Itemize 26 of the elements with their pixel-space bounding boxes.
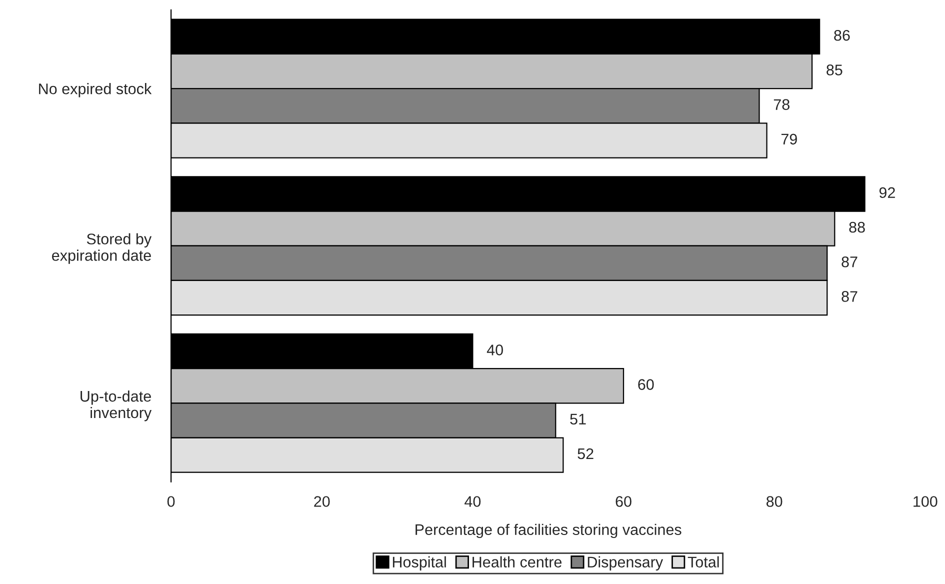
data-label: 60 — [638, 379, 654, 390]
y-tick-label: No expired stock — [39, 83, 152, 98]
data-label: 92 — [879, 187, 895, 198]
legend-label: Hospital — [392, 556, 446, 571]
data-label: 85 — [826, 64, 842, 76]
data-label: 78 — [774, 99, 790, 110]
x-tick-label: 100 — [914, 496, 938, 507]
data-label: 40 — [486, 344, 503, 356]
data-label: 51 — [570, 414, 586, 425]
legend-label: Health centre — [472, 556, 562, 568]
x-tick-label: 60 — [616, 496, 632, 507]
x-tick-label: 0 — [167, 496, 175, 507]
data-label: 87 — [842, 256, 858, 268]
data-label: 88 — [849, 222, 865, 233]
y-tick-label: Up-to-date inventory — [80, 390, 152, 422]
legend-label: Dispensary — [588, 556, 664, 571]
y-tick-label: Stored by expiration date — [52, 233, 152, 264]
x-tick-label: 20 — [314, 496, 330, 507]
data-label: 86 — [834, 30, 850, 41]
legend-label: Total — [688, 556, 719, 568]
data-label: 52 — [578, 448, 594, 460]
x-tick-label: 80 — [766, 496, 782, 507]
x-tick-label: 40 — [464, 496, 481, 507]
x-axis-title: Percentage of facilities storing vaccines — [416, 524, 682, 538]
data-label: 79 — [781, 134, 797, 145]
data-label: 87 — [842, 291, 858, 302]
